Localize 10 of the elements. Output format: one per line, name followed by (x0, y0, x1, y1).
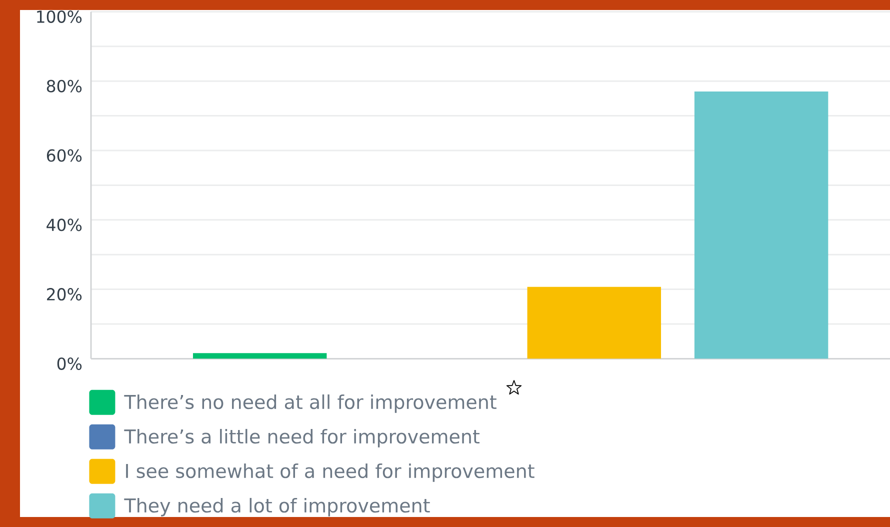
y-tick-label: 100% (37, 10, 82, 23)
legend-label: There’s no need at all for improvement (124, 394, 496, 413)
y-tick-label: 80% (46, 80, 82, 92)
legend-label: I see somewhat of a need for improvement (126, 463, 534, 482)
legend-label: There’s a little need for improvement (124, 428, 480, 448)
y-tick-label: 60% (46, 149, 82, 162)
y-tick-label: 0% (57, 357, 82, 370)
y-tick-label: 40% (46, 218, 82, 232)
y-tick-label: 20% (47, 288, 82, 301)
legend-label: They need a lot of improvement (124, 498, 430, 516)
